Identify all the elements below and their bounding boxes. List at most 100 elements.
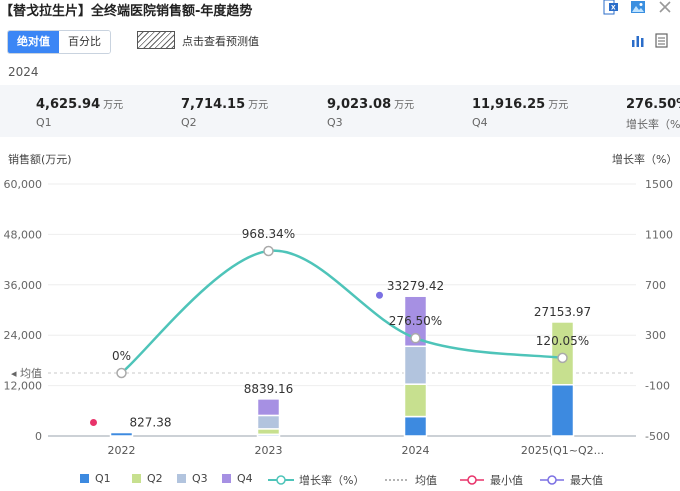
bar-q1 [550,384,575,437]
y2-tick-label: -100 [645,380,670,393]
y2-tick-label: -500 [645,430,670,443]
bar-q4 [256,398,281,417]
legend-max[interactable]: 最大值 [540,472,603,488]
legend-min[interactable]: 最小值 [460,472,523,488]
forecast-link[interactable]: 点击查看预测值 [182,35,259,48]
legend-label: 均值 [415,474,437,487]
legend-label: Q3 [192,472,208,485]
legend-label: Q1 [95,472,111,485]
y-tick-label: 48,000 [4,228,43,241]
bar-total-label: 8839.16 [244,382,294,396]
close-icon[interactable] [657,0,673,15]
absolute-value-button[interactable]: 绝对值 [8,31,59,53]
legend-growth-marker [268,475,294,485]
summary-q4: 11,916.25 万元 Q4 [472,93,568,129]
sales-chart: 60,000 1500 48,000 1100 36,000 700 24,000 300 12… [4,178,674,457]
summary-value: 7,714.15 [181,97,246,112]
legend-max-marker [540,475,564,485]
growth-label: 968.34% [242,227,295,241]
legend-label: Q4 [237,472,253,485]
legend-swatch [132,474,141,483]
summary-unit: 万元 [394,100,415,111]
summary-value: 11,916.25 [472,97,546,112]
bar-q1 [109,431,134,437]
y2-tick-label: 1500 [645,178,673,191]
legend-label: Q2 [147,472,163,485]
summary-label: Q1 [36,116,52,129]
x-tick-label: 2024 [402,444,430,457]
legend-q2[interactable]: Q2 [132,472,163,485]
summary-q3: 9,023.08 万元 Q3 [327,93,414,129]
bar-chart-icon[interactable] [631,34,645,48]
bar-total-label: 827.38 [130,416,172,430]
growth-point [410,332,421,344]
table-view-icon[interactable] [655,33,668,48]
max-marker [376,291,383,299]
growth-label: 0% [112,349,131,363]
summary-value: 9,023.08 [327,97,392,112]
summary-q1: 4,625.94 万元 Q1 [36,93,123,129]
summary-value: 276.50% [626,97,680,112]
legend-q1[interactable]: Q1 [80,472,111,485]
summary-value: 4,625.94 [36,97,101,112]
y2-tick-label: 1100 [645,228,673,241]
y-tick-label: 24,000 [4,329,43,342]
bar-total-label: 33279.42 [387,279,444,293]
bar-total-label: 27153.97 [534,305,591,319]
legend-swatch [177,474,186,483]
x-tick-label: 2022 [108,444,136,457]
legend-label: 最小值 [490,474,523,487]
summary-q2: 7,714.15 万元 Q2 [181,93,268,129]
min-marker [90,419,97,427]
legend-min-marker [460,475,484,485]
legend-growth[interactable]: 增长率（%） [268,472,364,488]
legend-q3[interactable]: Q3 [177,472,208,485]
legend-mean-marker [385,479,409,481]
percent-button[interactable]: 百分比 [59,31,110,53]
value-mode-toggle: 绝对值 百分比 [7,30,111,54]
y2-axis-title: 增长率（%） [612,153,678,166]
y-tick-label: 12,000 [4,380,43,393]
summary-growth: 276.50% 增长率（%） [626,93,680,132]
growth-line [120,249,563,374]
summary-year: 2024 [8,65,39,79]
y-tick-label: 60,000 [4,178,43,191]
forecast-pattern-swatch[interactable] [137,31,175,49]
bar-q1 [403,415,428,437]
summary-label: Q3 [327,116,343,129]
page-title: 【替戈拉生片】全终端医院销售额-年度趋势 [0,4,253,19]
bar-q3 [403,345,428,385]
growth-label: 276.50% [389,314,442,328]
bar-q2 [403,383,428,418]
summary-unit: 万元 [248,100,269,111]
x-tick-label: 2023 [255,444,283,457]
legend-label: 增长率（%） [299,474,365,487]
legend-swatch [222,474,231,483]
bar-q3 [256,414,281,430]
summary-label: Q4 [472,116,488,129]
mean-label: ◂ 均值 [11,367,42,380]
y-tick-label: 36,000 [4,279,43,292]
x-tick-label: 2025(Q1~Q2... [521,444,604,457]
quarter-summary: 4,625.94 万元 Q1 7,714.15 万元 Q2 9,023.08 万元 Q… [0,85,680,137]
y2-tick-label: 300 [645,329,666,342]
y-axis-title: 销售额(万元) [8,153,72,166]
summary-label: Q2 [181,116,197,129]
growth-point [557,352,568,364]
legend-mean[interactable]: 均值 [385,472,437,488]
excel-export-icon[interactable]: X [603,0,619,15]
svg-text:X: X [611,5,616,12]
legend-swatch [80,474,89,483]
bar-q4 [403,295,428,348]
summary-unit: 万元 [103,100,124,111]
legend-q4[interactable]: Q4 [222,472,253,485]
summary-label: 增长率（%） [626,118,680,131]
image-export-icon[interactable] [630,0,646,15]
growth-label: 120.05% [536,334,589,348]
bar-q2 [256,428,281,436]
y2-tick-label: 700 [645,279,666,292]
growth-point [116,367,127,379]
legend-label: 最大值 [570,474,603,487]
growth-point [263,245,274,257]
summary-unit: 万元 [548,100,569,111]
